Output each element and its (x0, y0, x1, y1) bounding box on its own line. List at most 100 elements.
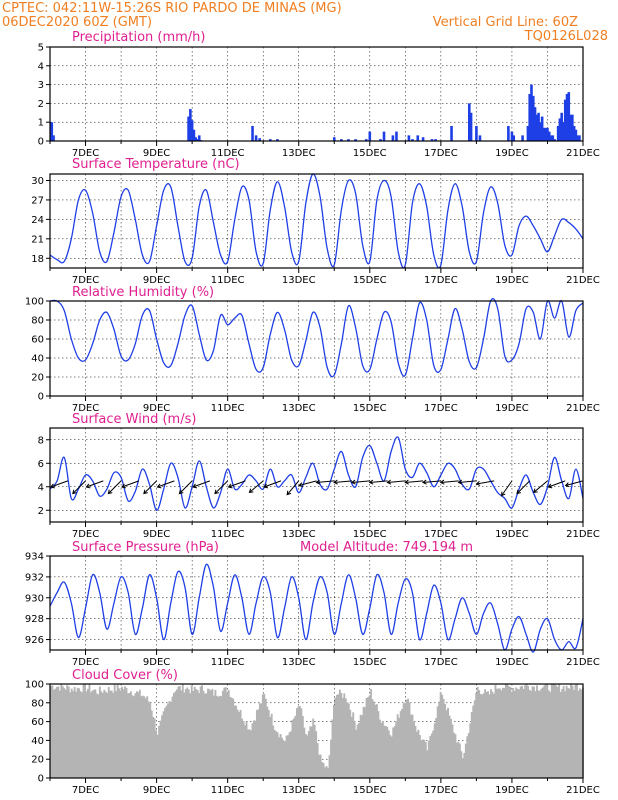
cloud-bar (220, 696, 223, 778)
wind-arrow (85, 480, 104, 489)
cloud-bar (415, 731, 418, 778)
y-tick-label: 60 (31, 335, 44, 346)
x-tick-label: 15DEC (353, 403, 387, 414)
cloud-bar (57, 686, 60, 778)
cloud-bar (168, 701, 171, 778)
y-tick-label: 2 (38, 99, 44, 110)
series-line-humidity (49, 298, 584, 378)
series-line-temperature (49, 173, 584, 269)
x-tick-label: 11DEC (211, 148, 245, 159)
cloud-bar (264, 698, 267, 778)
precip-bar (190, 120, 194, 141)
precip-bar (421, 137, 425, 141)
precip-bar (364, 139, 368, 141)
cloud-bar (104, 691, 107, 778)
cloud-bar (374, 704, 377, 778)
cloud-bar (161, 715, 164, 778)
precip-bar (189, 109, 192, 141)
precip-bar (530, 84, 533, 141)
x-tick-label: 21DEC (566, 275, 600, 286)
cloud-bar (432, 730, 435, 778)
cloud-bar (269, 716, 272, 778)
x-tick-label: 13DEC (282, 148, 316, 159)
cloud-bar (276, 732, 279, 778)
panel-wind: Surface Wind (m/s) 2 4 6 8 7DEC 9DEC 11DEC 13DEC… (38, 412, 600, 540)
wind-arrow (421, 479, 441, 485)
cloud-bar (324, 767, 327, 778)
x-tick-label: 21DEC (566, 657, 600, 668)
precip-bar (391, 135, 395, 141)
x-tick-label: 11DEC (211, 785, 245, 796)
x-tick-label: 21DEC (566, 403, 600, 414)
cloud-bar (141, 695, 144, 778)
cloud-bar (349, 709, 352, 778)
cloud-bar (458, 743, 461, 778)
x-tick-label: 7DEC (72, 148, 99, 159)
cloud-bar (244, 725, 246, 778)
precip-bar (539, 122, 542, 141)
y-tick-label: 932 (25, 572, 44, 583)
y-tick-label: 24 (31, 215, 44, 226)
y-tick-label: 6 (38, 459, 44, 470)
precip-bar (567, 92, 571, 141)
cloud-bar (64, 689, 67, 778)
cloud-bar (411, 714, 414, 778)
precip-bar (450, 125, 453, 141)
wind-arrow (143, 480, 157, 495)
cloud-bar (364, 707, 367, 778)
cloud-bar (232, 698, 235, 778)
x-tick-label: 13DEC (282, 403, 316, 414)
cloud-bar (365, 697, 368, 778)
cloud-bar (420, 740, 423, 778)
cloud-bar (229, 697, 232, 778)
panel-frame (49, 683, 584, 779)
cloud-bar (178, 686, 181, 778)
cloud-bar (198, 693, 201, 778)
cloud-bar (275, 731, 278, 778)
cloud-bar (319, 754, 322, 778)
precip-bar (379, 139, 382, 141)
cloud-bar (285, 735, 288, 778)
cloud-bar (478, 690, 481, 778)
cloud-bar (430, 733, 433, 778)
y-tick-label: 30 (31, 176, 44, 187)
cloud-bar (331, 719, 334, 778)
cloud-bar (457, 741, 460, 778)
x-tick-label: 7DEC (72, 657, 99, 668)
precip-bar (192, 129, 196, 141)
precip-bar (276, 139, 279, 141)
x-tick-label: 17DEC (424, 275, 458, 286)
x-tick-label: 17DEC (424, 148, 458, 159)
cloud-bar (564, 691, 567, 778)
wind-arrow (501, 480, 513, 497)
cloud-bar (162, 711, 165, 778)
x-tick-label: 19DEC (495, 657, 529, 668)
wind-arrow (263, 480, 282, 489)
cloud-bar (279, 734, 282, 778)
cloud-bar (573, 689, 575, 778)
panel-humidity: Relative Humidity (%) 0 20 40 60 80 100 7DEC 9DE… (25, 285, 600, 414)
cloud-bar (533, 686, 535, 778)
y-tick-label: 4 (38, 61, 44, 72)
cloud-bar (550, 684, 553, 778)
cloud-bar (353, 720, 356, 778)
precip-bar (569, 114, 572, 141)
cloud-bar (171, 696, 174, 778)
y-tick-label: 928 (25, 614, 44, 625)
cloud-bar (187, 689, 190, 778)
precip-bar (269, 139, 272, 141)
x-tick-label: 19DEC (495, 785, 529, 796)
cloud-bar (79, 691, 82, 778)
x-tick-label: 21DEC (566, 785, 600, 796)
precip-bar (558, 118, 562, 141)
cloud-bar (371, 699, 374, 778)
cloud-bar (192, 690, 195, 778)
cloud-bar (441, 694, 444, 778)
wind-arrow (386, 479, 406, 485)
cloud-bar (106, 692, 109, 778)
cloud-bar (183, 692, 186, 778)
cloud-bar (82, 684, 85, 778)
cloud-bar (392, 727, 395, 778)
precip-bar (196, 139, 199, 141)
cloud-bar (510, 691, 513, 778)
